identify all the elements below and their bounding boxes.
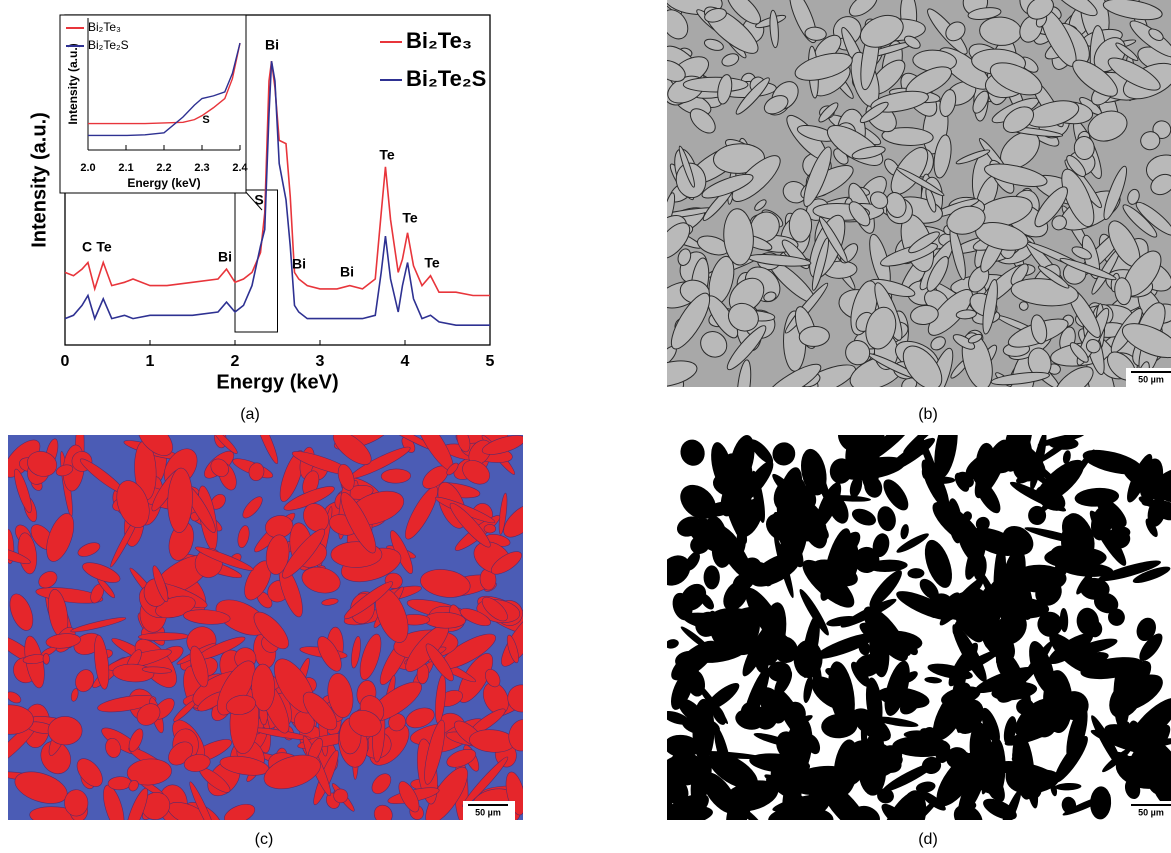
grain: [1044, 547, 1106, 569]
grain: [683, 77, 748, 92]
grain: [484, 524, 496, 533]
x-tick-label: 5: [486, 353, 495, 370]
peak-label: Te: [424, 255, 440, 271]
peak-label: S: [202, 114, 209, 126]
legend-label: Bi₂Te₃: [88, 20, 121, 34]
peak-label: Bi: [265, 37, 279, 53]
x-tick-label: 4: [401, 353, 410, 370]
scale-bar-label: 50 µm: [1138, 807, 1164, 817]
peak-label: C: [82, 239, 92, 255]
x-tick-label: 1: [146, 353, 155, 370]
grain: [48, 716, 82, 745]
x-tick-label: 2: [231, 353, 240, 370]
legend-label: Bi₂Te₂S: [406, 66, 486, 91]
x-tick-label: 2.3: [194, 162, 209, 174]
x-tick-label: 2.4: [232, 162, 248, 174]
x-tick-label: 2.2: [156, 162, 171, 174]
legend-label: Bi₂Te₂S: [88, 38, 129, 52]
peak-label: Bi: [292, 256, 306, 272]
spectrum-chart: 0 1 2 3 4 5 Energy (keV) Intensity (a.u.) Bi₂Te₃…: [28, 15, 494, 393]
panel-label: (d): [918, 831, 938, 848]
grain: [43, 653, 50, 664]
x-tick-label: 0: [61, 353, 70, 370]
grain: [789, 209, 812, 243]
peak-label: Te: [96, 239, 112, 255]
panel-label: (b): [918, 406, 938, 423]
grain: [768, 661, 792, 681]
x-tick-label: 2.1: [118, 162, 133, 174]
peak-label: Bi: [218, 249, 232, 265]
y-axis-label: Intensity (a.u.): [66, 43, 80, 124]
scale-bar-label: 50 µm: [1138, 374, 1164, 384]
peak-label: Te: [379, 147, 395, 163]
peak-label: Te: [402, 210, 418, 226]
grain: [381, 469, 411, 484]
legend-label: Bi₂Te₃: [406, 28, 472, 53]
panel-label: (a): [240, 406, 260, 423]
peak-label: S: [254, 192, 263, 208]
x-tick-label: 2.0: [80, 162, 95, 174]
grain: [1016, 698, 1034, 715]
panel-label: (c): [255, 831, 274, 848]
page: 0 1 2 3 4 5 Energy (keV) Intensity (a.u.) Bi₂Te₃…: [0, 0, 1171, 853]
figure: 0 1 2 3 4 5 Energy (keV) Intensity (a.u.) Bi₂Te₃…: [0, 0, 1171, 853]
scale-bar-label: 50 µm: [475, 807, 501, 817]
x-tick-label: 3: [316, 353, 325, 370]
x-axis-label: Energy (keV): [216, 371, 338, 393]
x-axis-label: Energy (keV): [127, 176, 200, 190]
peak-label: Bi: [340, 264, 354, 280]
y-axis-label: Intensity (a.u.): [28, 112, 50, 248]
